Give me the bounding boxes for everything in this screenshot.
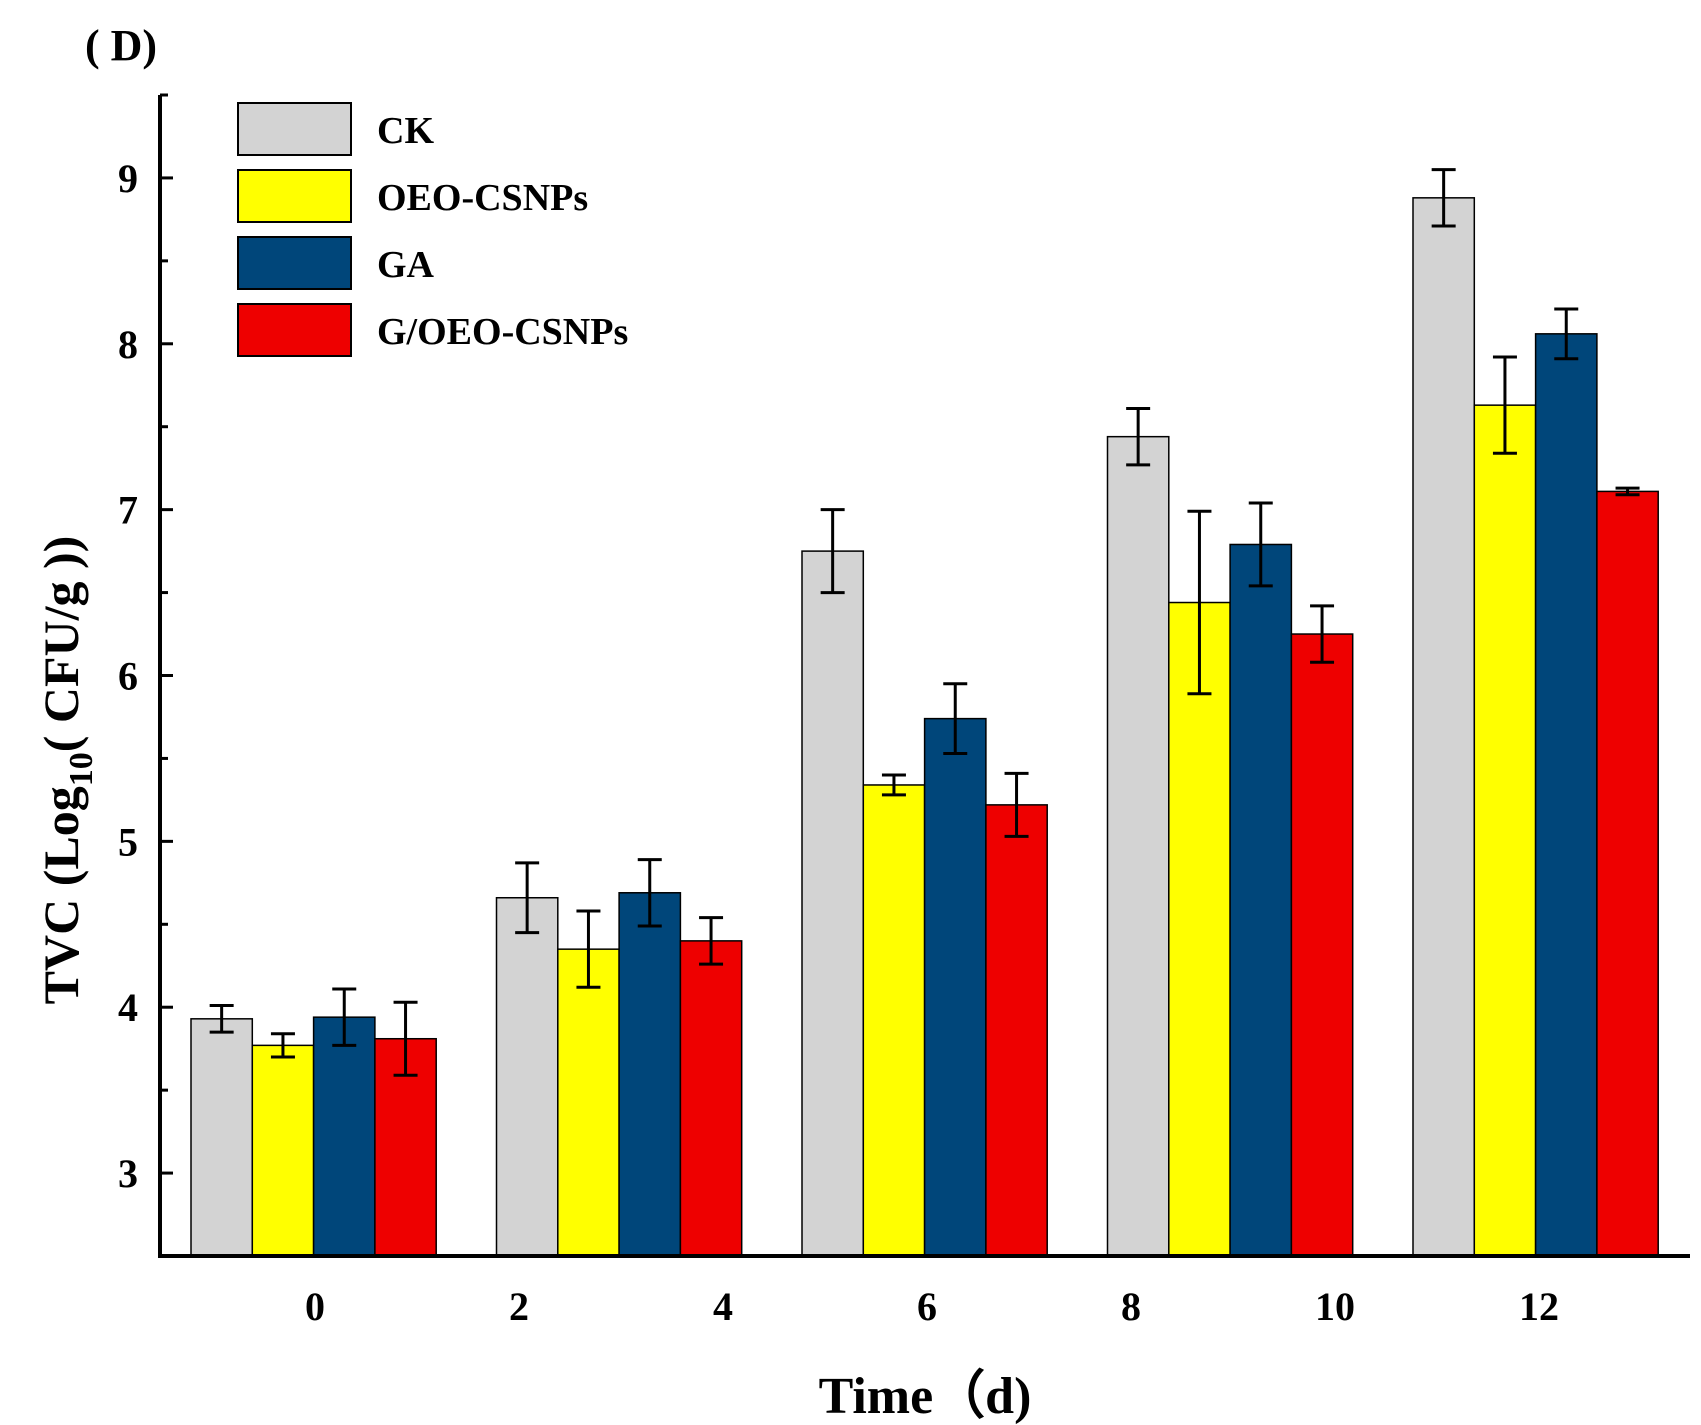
- y-tick-label: 8: [118, 322, 138, 367]
- y-axis-title-subscript: 10: [63, 752, 100, 786]
- legend-label: GA: [377, 244, 435, 286]
- legend-swatch: [237, 236, 352, 290]
- bar: [190, 1018, 254, 1257]
- bar: [923, 717, 987, 1257]
- y-tick-label: 5: [118, 819, 138, 864]
- bar: [1412, 197, 1476, 1257]
- bar: [1473, 404, 1537, 1257]
- bar: [679, 940, 743, 1257]
- x-tick-label: 10: [1315, 1284, 1355, 1329]
- y-tick-label: 3: [118, 1151, 138, 1196]
- legend: CK OEO-CSNPs GA G/OEO-CSNPs: [237, 102, 628, 357]
- panel-label: ( D): [85, 21, 157, 70]
- legend-label: CK: [377, 110, 434, 152]
- x-tick-label: 4: [713, 1284, 733, 1329]
- x-tick-label: 8: [1121, 1284, 1141, 1329]
- x-tick-label: 12: [1519, 1284, 1559, 1329]
- legend-label: OEO-CSNPs: [377, 177, 588, 219]
- bar: [618, 892, 682, 1257]
- bar: [251, 1044, 315, 1257]
- bar: [557, 948, 620, 1257]
- error-bars-layer: [209, 168, 1640, 1077]
- bar: [495, 896, 559, 1257]
- bar: [1534, 333, 1598, 1257]
- legend-swatch: [237, 169, 352, 223]
- bar: [1106, 435, 1170, 1257]
- bar: [1596, 490, 1659, 1257]
- legend-label: G/OEO-CSNPs: [377, 311, 628, 353]
- bar: [801, 550, 865, 1257]
- y-tick-label: 7: [118, 488, 138, 533]
- bars-layer: [190, 197, 1659, 1257]
- y-axis-title-suffix: ( CFU/g )): [33, 536, 89, 753]
- y-axis-title: TVC (Log10( CFU/g )): [33, 536, 100, 1005]
- bar: [862, 784, 926, 1257]
- legend-swatch: [237, 102, 352, 156]
- x-axis-title: Time（d): [819, 1367, 1032, 1425]
- legend-swatch: [237, 303, 352, 357]
- bar: [1168, 601, 1231, 1257]
- y-axis-title-prefix: TVC (Log: [33, 786, 89, 1004]
- y-tick-label: 4: [118, 985, 138, 1030]
- x-tick-label: 6: [917, 1284, 937, 1329]
- bar: [312, 1016, 376, 1257]
- bar: [1229, 543, 1293, 1257]
- bar: [985, 804, 1048, 1257]
- x-tick-label: 2: [509, 1284, 529, 1329]
- x-tick-label: 0: [305, 1284, 325, 1329]
- y-tick-label: 6: [118, 654, 138, 699]
- y-tick-label: 9: [118, 156, 138, 201]
- bar: [1290, 633, 1354, 1257]
- y-axis-ticks: 3 4 5 6 7 8 9: [118, 93, 173, 1258]
- x-axis-ticks: 0 2 4 6 8 10 12: [305, 1284, 1559, 1329]
